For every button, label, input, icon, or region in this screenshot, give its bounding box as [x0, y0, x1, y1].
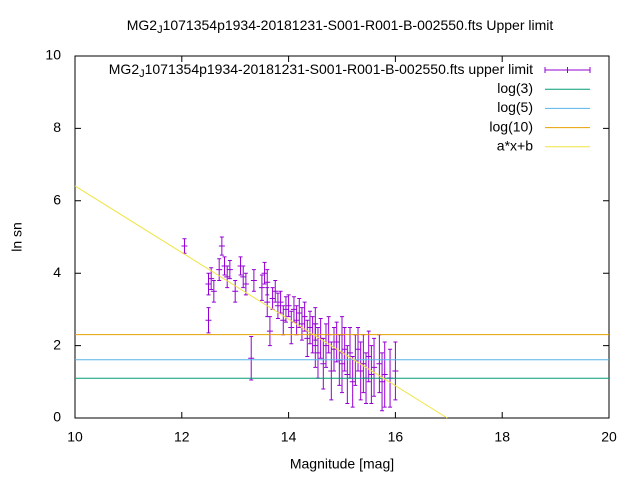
error-bar	[224, 265, 231, 289]
series-line	[74, 185, 448, 419]
chart-title: MG2J1071354p1934-20181231-S001-R001-B-00…	[127, 17, 554, 36]
error-bar	[312, 307, 319, 341]
y-tick-label: 0	[53, 409, 61, 425]
error-bar	[392, 341, 399, 401]
error-bar	[304, 319, 311, 357]
error-bar	[232, 279, 239, 303]
error-bar	[266, 316, 273, 347]
error-bar	[312, 323, 319, 368]
error-bar	[274, 292, 281, 319]
error-bar	[290, 296, 297, 323]
error-bar	[240, 265, 247, 289]
y-tick-label: 2	[53, 336, 61, 352]
legend-label: a*x+b	[497, 138, 533, 154]
error-bar	[250, 269, 257, 292]
error-bar	[258, 274, 265, 301]
error-bar	[282, 296, 289, 323]
error-bar	[365, 330, 372, 383]
error-bar	[272, 279, 279, 303]
error-bar	[205, 307, 212, 334]
error-bar	[293, 305, 300, 336]
error-bar	[320, 337, 327, 390]
error-bar	[306, 310, 313, 345]
x-tick-label: 14	[281, 429, 297, 445]
error-bar	[355, 327, 362, 372]
y-tick-label: 4	[53, 264, 61, 280]
error-bar	[208, 267, 215, 290]
error-bar	[210, 279, 217, 303]
error-bar	[339, 334, 345, 394]
error-bar	[360, 334, 367, 394]
legend-label: log(10)	[489, 118, 533, 134]
legend-swatch	[544, 67, 591, 73]
error-bar	[205, 272, 212, 296]
error-bar	[379, 352, 386, 412]
error-bar	[349, 355, 356, 408]
error-bar	[368, 345, 375, 405]
error-bar	[181, 238, 188, 254]
error-bar	[357, 341, 364, 401]
legend-label: MG2J1071354p1934-20181231-S001-R001-B-00…	[109, 61, 533, 80]
error-bar	[328, 341, 335, 401]
x-tick-label: 18	[494, 429, 510, 445]
error-bar	[301, 301, 308, 332]
error-bar	[237, 256, 244, 276]
legend-label: log(5)	[497, 99, 533, 115]
error-bar	[333, 321, 340, 363]
y-tick-label: 6	[53, 192, 61, 208]
x-tick-label: 12	[174, 429, 190, 445]
error-bar	[376, 334, 383, 394]
error-bar	[264, 287, 271, 318]
error-bar	[218, 236, 225, 256]
error-bar	[371, 337, 378, 397]
x-tick-label: 20	[601, 429, 617, 445]
error-bar	[264, 269, 271, 296]
error-bar	[317, 317, 324, 359]
error-bar	[381, 341, 388, 408]
error-bar	[248, 336, 255, 381]
error-bar	[277, 290, 284, 314]
error-bar	[344, 345, 351, 405]
error-bar	[261, 261, 268, 285]
error-bar	[298, 307, 305, 341]
error-bar	[280, 305, 287, 336]
y-tick-label: 8	[53, 119, 61, 135]
plot-border	[74, 55, 610, 419]
error-bar	[330, 327, 337, 372]
legend-label: log(3)	[497, 80, 533, 96]
y-tick-label: 10	[45, 47, 61, 63]
error-bar	[216, 258, 223, 281]
error-bar	[341, 327, 348, 372]
x-axis-label: Magnitude [mag]	[290, 456, 394, 472]
x-tick-label: 16	[388, 429, 404, 445]
error-bar	[285, 294, 292, 318]
error-bar	[242, 272, 249, 296]
y-axis-label: ln sn	[9, 222, 25, 252]
error-bar	[288, 310, 295, 345]
error-bar	[296, 298, 303, 328]
error-bar	[226, 260, 233, 280]
error-bar	[221, 256, 228, 276]
x-tick-label: 10	[67, 429, 83, 445]
error-bar	[322, 323, 329, 368]
